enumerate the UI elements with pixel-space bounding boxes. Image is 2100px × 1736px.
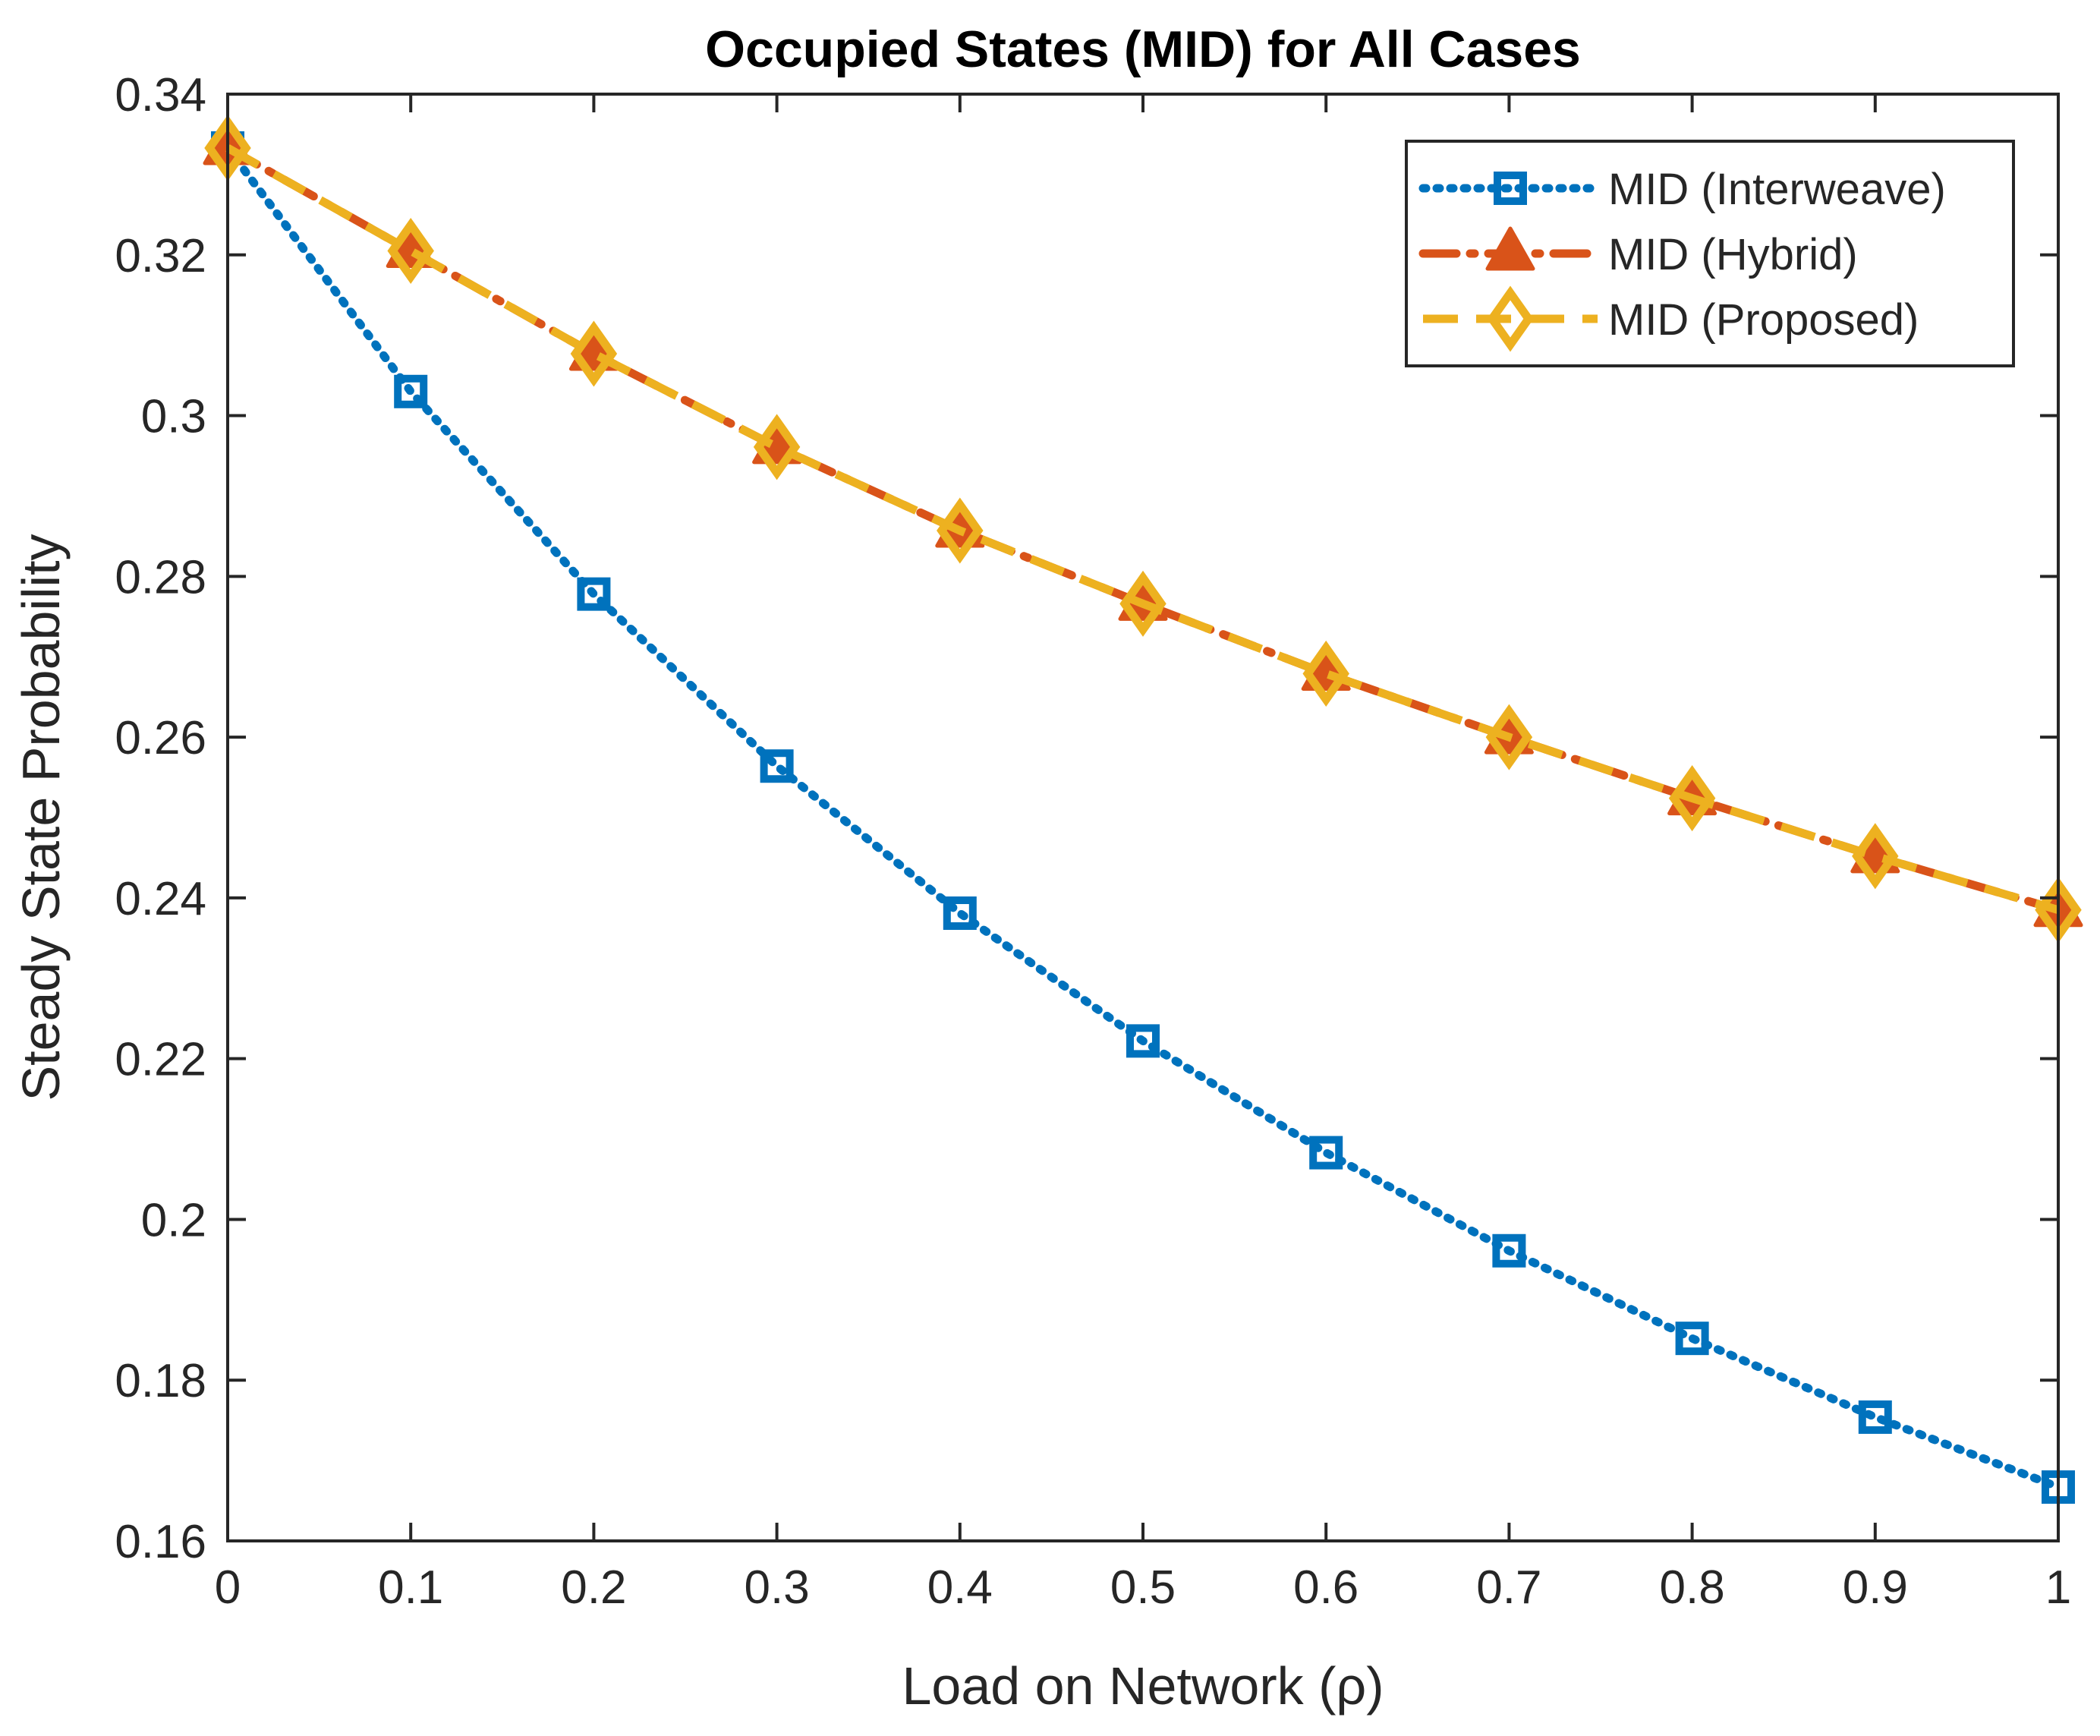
y-tick-label: 0.18 (115, 1355, 206, 1407)
data-point (1852, 823, 1899, 890)
x-tick-label: 0.4 (927, 1561, 993, 1614)
y-tick-label: 0.2 (141, 1194, 206, 1246)
legend-label: MID (Interweave) (1608, 165, 1946, 214)
data-point (760, 749, 794, 783)
plot-series (203, 115, 2083, 1504)
y-tick-label: 0.16 (115, 1516, 206, 1568)
x-tick-label: 0.5 (1110, 1561, 1176, 1614)
data-point (937, 497, 984, 564)
x-tick-label: 0 (215, 1561, 241, 1614)
y-tick-label: 0.22 (115, 1034, 206, 1086)
legend-marker (1487, 285, 1534, 352)
y-tick-label: 0.3 (141, 391, 206, 443)
axis-ticks: 0 0.1 0.2 0.3 0.4 0.5 0.6 0.7 0.8 0.9 1 0.16 0.18 0.2… (115, 69, 2071, 1614)
x-tick-label: 0.8 (1659, 1561, 1724, 1614)
legend-label: MID (Hybrid) (1608, 230, 1858, 279)
legend-entry: MID (Proposed) (1423, 285, 1919, 352)
y-tick-label: 0.34 (115, 69, 206, 121)
y-tick-label: 0.32 (115, 230, 206, 282)
series-square (211, 131, 2075, 1504)
data-point (1309, 1136, 1343, 1170)
data-point (387, 217, 434, 285)
series-line (225, 144, 2060, 915)
legend: MID (Interweave) MID (Hybrid) MID (Propose… (1405, 140, 2015, 367)
legend-entry: MID (Hybrid) (1418, 226, 1858, 279)
data-point (394, 374, 428, 408)
data-point (943, 896, 977, 931)
data-point (1675, 1322, 1709, 1356)
chart-title: Occupied States (MID) for All Cases (705, 20, 1581, 78)
legend-marker (1494, 172, 1527, 205)
data-point (577, 577, 611, 611)
data-point (1119, 570, 1166, 637)
y-axis-label: Steady State Probability (11, 534, 71, 1101)
x-tick-label: 0.3 (744, 1561, 809, 1614)
data-point (1126, 1024, 1160, 1058)
legend-marker (1485, 226, 1535, 271)
series-line (223, 143, 2063, 1492)
x-axis-label: Load on Network (ρ) (902, 1656, 1384, 1716)
x-tick-label: 0.9 (1843, 1561, 1908, 1614)
x-tick-label: 0.6 (1293, 1561, 1359, 1614)
y-tick-label: 0.28 (115, 551, 206, 603)
x-tick-label: 0.2 (561, 1561, 626, 1614)
y-tick-label: 0.26 (115, 712, 206, 764)
data-point (1302, 640, 1349, 707)
data-point (570, 320, 618, 387)
legend-entry: MID (Interweave) (1418, 165, 1946, 214)
data-point (1485, 704, 1533, 770)
y-tick-label: 0.24 (115, 873, 206, 925)
data-point (1668, 765, 1716, 832)
x-tick-label: 0.7 (1476, 1561, 1541, 1614)
legend-label: MID (Proposed) (1608, 295, 1919, 345)
series-diamond (204, 115, 2082, 944)
data-point (753, 414, 801, 480)
x-tick-label: 0.1 (378, 1561, 443, 1614)
data-point (1858, 1400, 1892, 1434)
x-tick-label: 1 (2045, 1561, 2071, 1614)
data-point (1492, 1233, 1526, 1268)
